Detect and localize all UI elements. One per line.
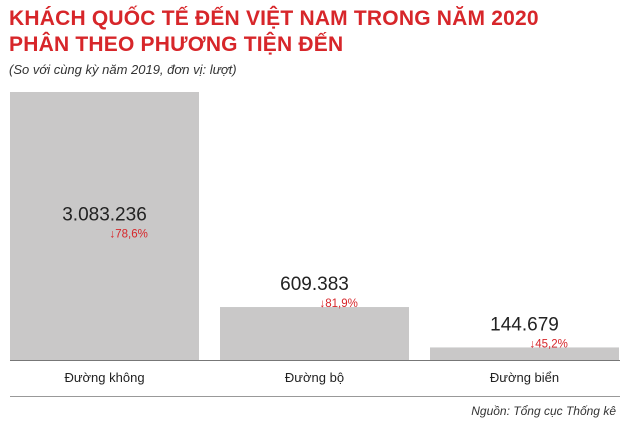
value-label-2: 609.383 — [280, 274, 349, 295]
source-note: Nguồn: Tổng cục Thống kê — [471, 404, 616, 418]
bar-2 — [220, 307, 409, 360]
change-label-1: ↓78,6% — [110, 229, 148, 241]
value-label-3: 144.679 — [490, 314, 559, 335]
category-label-3: Đường biển — [490, 370, 559, 385]
chart-title: KHÁCH QUỐC TẾ ĐẾN VIỆT NAM TRONG NĂM 202… — [9, 6, 539, 58]
category-label-1: Đường không — [64, 370, 144, 385]
chart-title-line-2: PHÂN THEO PHƯƠNG TIỆN ĐẾN — [9, 33, 344, 56]
bar-3 — [430, 347, 619, 360]
value-label-1: 3.083.236 — [62, 205, 147, 226]
bar-1 — [10, 92, 199, 360]
category-label-2: Đường bộ — [285, 370, 344, 385]
change-label-2: ↓81,9% — [320, 298, 358, 310]
chart-title-line-1: KHÁCH QUỐC TẾ ĐẾN VIỆT NAM TRONG NĂM 202… — [9, 7, 539, 30]
change-label-3: ↓45,2% — [530, 338, 568, 350]
chart-subtitle: (So với cùng kỳ năm 2019, đơn vị: lượt) — [9, 62, 237, 77]
